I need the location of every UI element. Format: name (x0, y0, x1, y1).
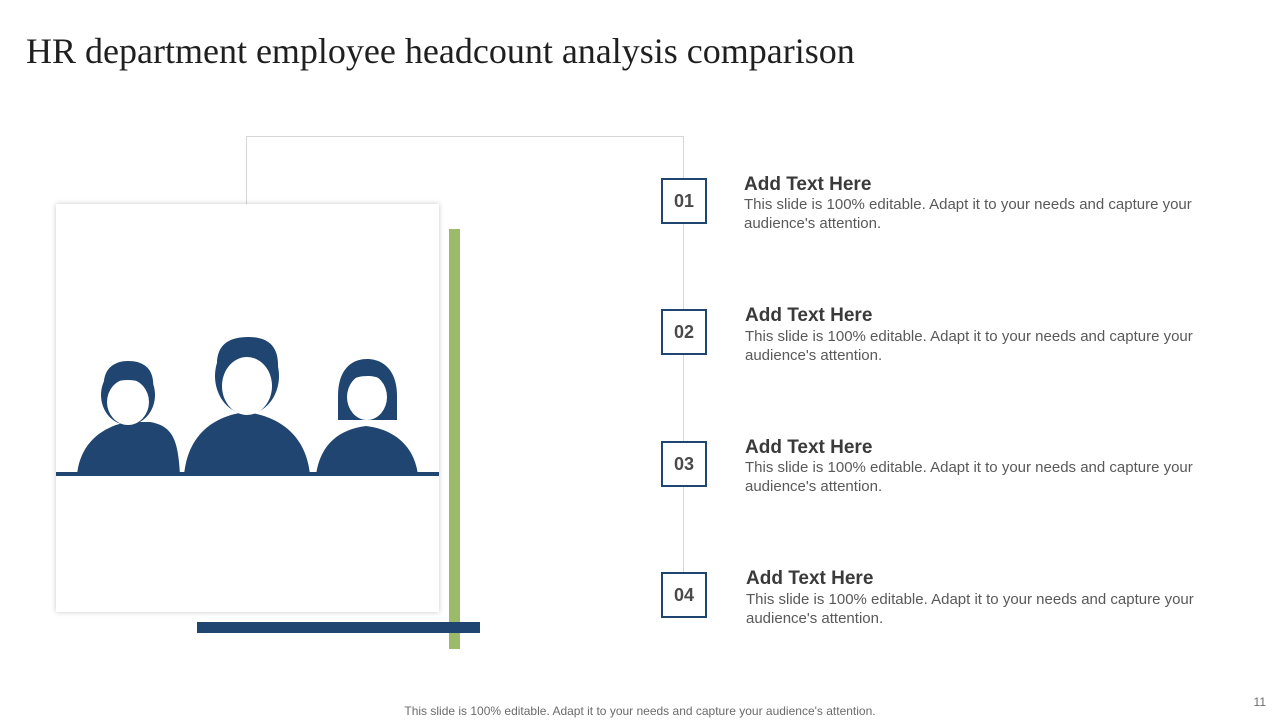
step-number-box: 04 (661, 572, 707, 618)
step-heading: Add Text Here (746, 568, 874, 589)
image-card (56, 204, 439, 612)
accent-bar-vertical (449, 229, 460, 649)
step-description: This slide is 100% editable. Adapt it to… (745, 328, 1193, 364)
accent-bar-horizontal (197, 622, 480, 633)
connector-line-left (246, 136, 247, 206)
page-number: 11 (1253, 695, 1266, 709)
step-number-box: 02 (661, 309, 707, 355)
people-group-icon (56, 337, 439, 476)
step-heading: Add Text Here (745, 437, 873, 458)
step-description: This slide is 100% editable. Adapt it to… (746, 591, 1194, 627)
step-number-box: 03 (661, 441, 707, 487)
connector-line-top (246, 136, 684, 137)
footer-note: This slide is 100% editable. Adapt it to… (404, 704, 876, 718)
step-description: This slide is 100% editable. Adapt it to… (744, 196, 1192, 232)
step-number-box: 01 (661, 178, 707, 224)
step-heading: Add Text Here (744, 174, 872, 195)
step-heading: Add Text Here (745, 305, 873, 326)
timeline-line (683, 136, 684, 596)
step-description: This slide is 100% editable. Adapt it to… (745, 459, 1193, 495)
slide-title: HR department employee headcount analysi… (26, 31, 855, 71)
